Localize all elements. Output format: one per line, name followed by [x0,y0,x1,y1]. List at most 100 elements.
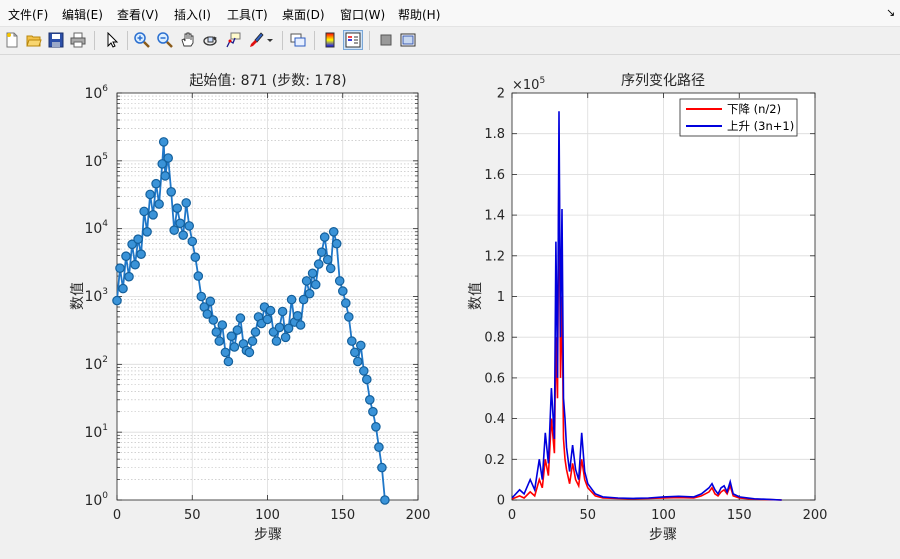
data-point [211,327,222,337]
pan-icon[interactable] [178,30,198,50]
data-point [322,254,333,265]
new-figure-icon[interactable] [2,30,22,50]
data-point [331,238,342,249]
x-tick-label: 200 [406,508,431,523]
pointer-icon[interactable] [102,30,122,50]
data-point [361,374,372,385]
left-axes[interactable]: 0 50 100 150 200 100 101 102 103 104 105… [70,73,430,543]
menu-bar: 文件(F) 编辑(E) 查看(V) 插入(I) 工具(T) 桌面(D) 窗口(W… [0,0,900,27]
menu-tools[interactable]: 工具(T) [227,8,268,22]
data-point [220,347,231,358]
data-cursor-icon[interactable] [223,30,243,50]
data-point [160,171,170,181]
y-exponent-label: ×105 [512,76,545,93]
x-tick-label: 200 [803,508,828,523]
data-point [163,153,173,163]
data-point [325,263,336,274]
y-tick-label: 101 [84,423,108,441]
toolbar-separator [282,31,283,50]
menu-insert[interactable]: 插入(I) [174,8,211,22]
legend-label-descend: 下降 (n/2) [727,102,781,116]
dock-arrow-icon[interactable]: ↘ [886,6,896,19]
data-point [283,323,294,334]
legend-icon[interactable] [343,30,363,50]
right-tick-marks [511,92,816,501]
left-tick-marks [116,92,419,501]
menu-edit[interactable]: 编辑(E) [62,8,103,22]
data-point [181,198,191,208]
y-tick-label: 105 [84,152,108,170]
data-point [208,315,219,325]
menu-view[interactable]: 查看(V) [117,8,159,22]
legend[interactable]: 下降 (n/2) 上升 (3n+1) [679,98,798,137]
data-point [377,462,387,473]
data-point [148,210,158,220]
y-tick-label: 0.6 [484,371,505,386]
open-file-icon[interactable] [24,30,44,50]
ascend-series-line [511,111,782,501]
save-icon[interactable] [46,30,66,50]
link-plot-icon[interactable] [288,30,308,50]
y-tick-label: 102 [84,355,108,373]
data-point [340,298,351,308]
data-point [121,251,131,261]
zoom-out-icon[interactable] [155,30,175,50]
data-point [310,279,321,290]
data-point [247,336,258,346]
data-point [166,187,176,197]
x-tick-labels: 0 50 100 150 200 [508,508,828,523]
colorbar-icon[interactable] [320,30,340,50]
data-point [112,295,122,306]
rotate-3d-icon[interactable] [200,30,220,50]
data-point [274,322,285,333]
y-tick-label: 2 [497,87,505,102]
data-point [280,332,291,343]
series-markers [112,137,390,505]
data-point [380,495,390,505]
toolbar-separator [314,31,315,50]
right-axes[interactable]: 0 50 100 150 200 0 0.2 0.4 0.6 0.8 1 1.2… [468,73,827,543]
data-point [304,288,315,299]
data-point [250,327,261,337]
brush-icon[interactable] [246,30,266,50]
data-point [223,356,234,367]
menu-help[interactable]: 帮助(H) [398,8,441,22]
chevron-down-icon[interactable] [264,30,276,50]
show-plot-tools-icon[interactable] [398,30,418,50]
zoom-in-icon[interactable] [132,30,152,50]
legend-box [679,98,798,137]
menu-window[interactable]: 窗口(W) [340,8,386,22]
x-tick-label: 150 [727,508,752,523]
toolbar-separator [127,31,128,50]
x-tick-label: 100 [651,508,676,523]
data-point [334,276,345,286]
right-chart-title: 序列变化路径 [621,73,705,89]
data-point [157,159,167,169]
y-tick-label: 1.8 [484,127,505,142]
y-tick-label: 0.4 [484,412,505,427]
data-point [193,271,204,281]
menu-desktop[interactable]: 桌面(D) [282,8,325,22]
toolbar-separator [94,31,95,50]
data-point [214,336,225,346]
print-icon[interactable] [68,30,88,50]
x-tick-label: 50 [184,508,201,523]
data-point [154,199,164,209]
data-point [262,314,273,325]
data-point [301,276,312,286]
y-tick-label: 104 [84,219,108,237]
hide-plot-tools-icon[interactable] [376,30,396,50]
data-point [298,294,309,305]
y-tick-labels: 100 101 102 103 104 105 106 [84,84,108,509]
data-point [271,336,282,346]
data-point [124,271,134,282]
data-point [277,306,288,317]
data-point [374,442,384,452]
data-point [158,137,169,147]
data-point [229,342,240,352]
data-point [196,291,207,302]
data-point [244,347,255,358]
menu-file[interactable]: 文件(F) [8,8,49,22]
figure-toolbar [0,27,900,55]
data-point [316,247,327,257]
